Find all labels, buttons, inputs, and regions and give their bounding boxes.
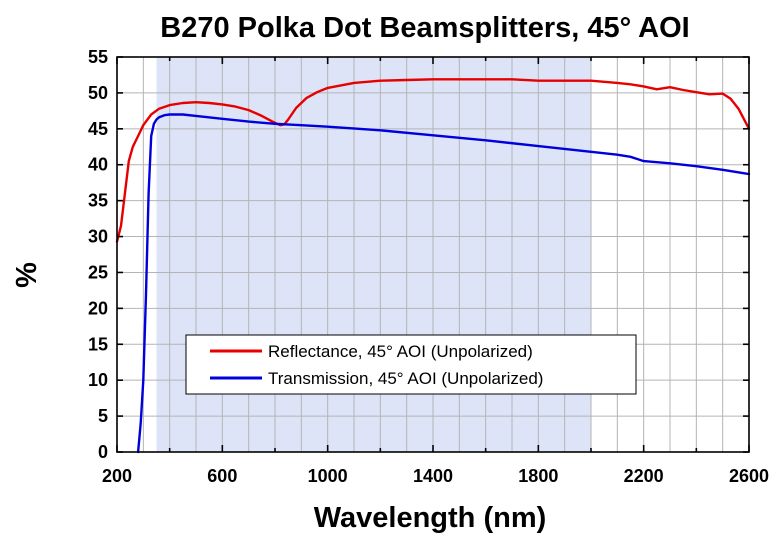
x-tick-label: 600 [207,466,237,486]
y-axis-label: % [11,262,43,288]
y-tick-label: 30 [88,227,108,247]
chart-title: B270 Polka Dot Beamsplitters, 45° AOI [160,12,690,44]
y-tick-label: 0 [98,442,108,462]
y-tick-label: 25 [88,262,108,282]
x-axis-label: Wavelength (nm) [314,502,547,534]
x-tick-label: 200 [102,466,132,486]
y-tick-label: 10 [88,370,108,390]
plot-area: 200 600 1000 1400 1800 2200 2600 0 5 10 15 20 25 30 35… [88,47,769,486]
x-tick-label: 1400 [413,466,453,486]
y-tick-label: 5 [98,406,108,426]
x-tick-label: 1000 [308,466,348,486]
x-tick-label: 1800 [518,466,558,486]
y-tick-label: 40 [88,155,108,175]
series-line-transmission [136,113,751,454]
y-tick-label: 15 [88,334,108,354]
y-tick-label: 50 [88,83,108,103]
legend-box [185,334,637,395]
legend-label-reflectance: Reflectance, 45° AOI (Unpolarized) [268,342,533,361]
y-tick-label: 55 [88,47,108,67]
y-tick-label: 35 [88,191,108,211]
legend: Reflectance, 45° AOI (Unpolarized) Trans… [185,334,637,395]
legend-label-transmission: Transmission, 45° AOI (Unpolarized) [268,369,543,388]
y-tick-label: 20 [88,298,108,318]
y-tick-label: 45 [88,119,108,139]
x-tick-label: 2600 [729,466,769,486]
series-line-reflectance [115,78,751,243]
x-tick-label: 2200 [624,466,664,486]
